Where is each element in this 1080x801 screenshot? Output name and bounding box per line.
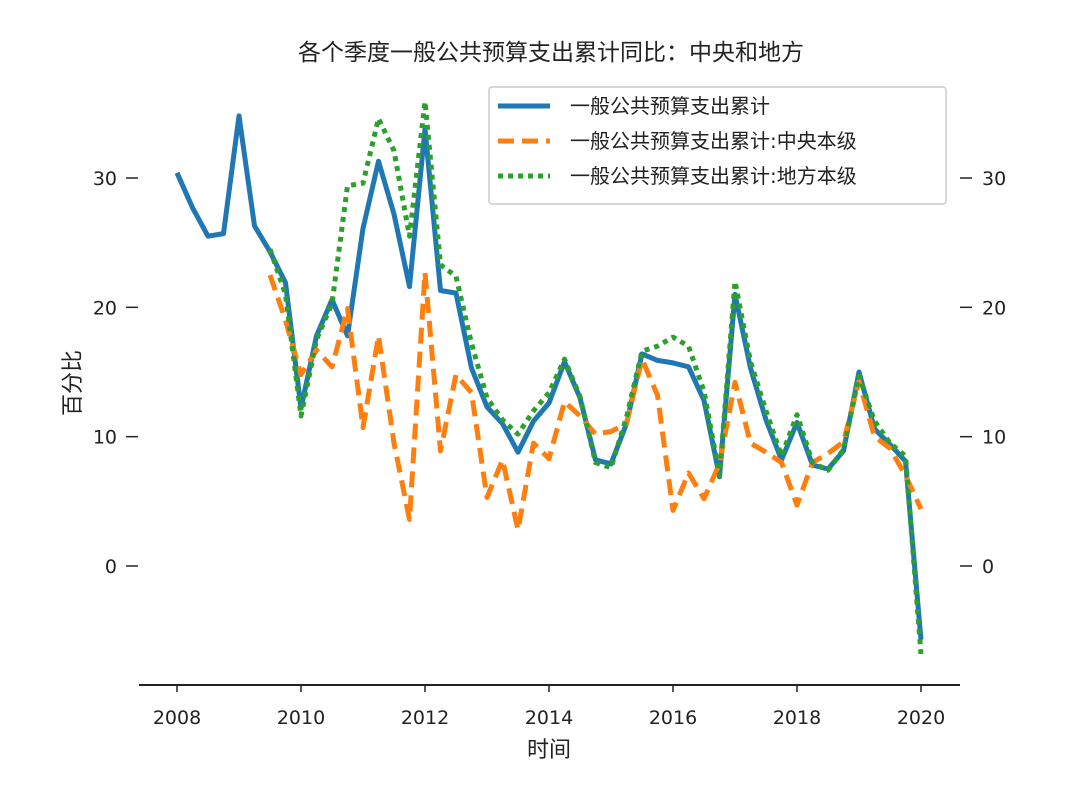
legend-label-3: 一般公共预算支出累计:地方本级 <box>570 164 857 188</box>
y-tick-label-right: 10 <box>982 427 1006 449</box>
legend-label-1: 一般公共预算支出累计 <box>570 94 770 118</box>
plot-area <box>174 99 924 655</box>
x-tick-label: 2012 <box>401 707 449 729</box>
y-axis-left: 0 10 20 30 <box>93 168 138 578</box>
x-tick-label: 2020 <box>897 707 945 729</box>
chart-title: 各个季度一般公共预算支出累计同比：中央和地方 <box>298 40 804 66</box>
series-line-2 <box>267 269 924 533</box>
x-tick-label: 2016 <box>649 707 697 729</box>
y-tick-label-left: 30 <box>93 168 117 190</box>
y-axis-right: 0 10 20 30 <box>960 168 1006 578</box>
y-tick-label-left: 10 <box>93 427 117 449</box>
y-tick-label-right: 0 <box>982 556 994 578</box>
y-tick-label-left: 0 <box>105 556 117 578</box>
y-tick-label-left: 20 <box>93 297 117 319</box>
legend-label-2: 一般公共预算支出累计:中央本级 <box>570 129 857 153</box>
y-tick-label-right: 30 <box>982 168 1006 190</box>
legend-box <box>488 86 947 205</box>
series-line-3 <box>267 99 924 655</box>
x-axis-label: 时间 <box>527 738 571 763</box>
y-tick-label-right: 20 <box>982 297 1006 319</box>
x-axis: 2008 2010 2012 2014 2016 2018 2020 <box>139 684 960 729</box>
y-axis-label: 百分比 <box>61 350 86 416</box>
x-tick-label: 2010 <box>277 707 325 729</box>
x-tick-label: 2014 <box>525 707 573 729</box>
x-tick-label: 2008 <box>153 707 201 729</box>
x-tick-label: 2018 <box>773 707 821 729</box>
